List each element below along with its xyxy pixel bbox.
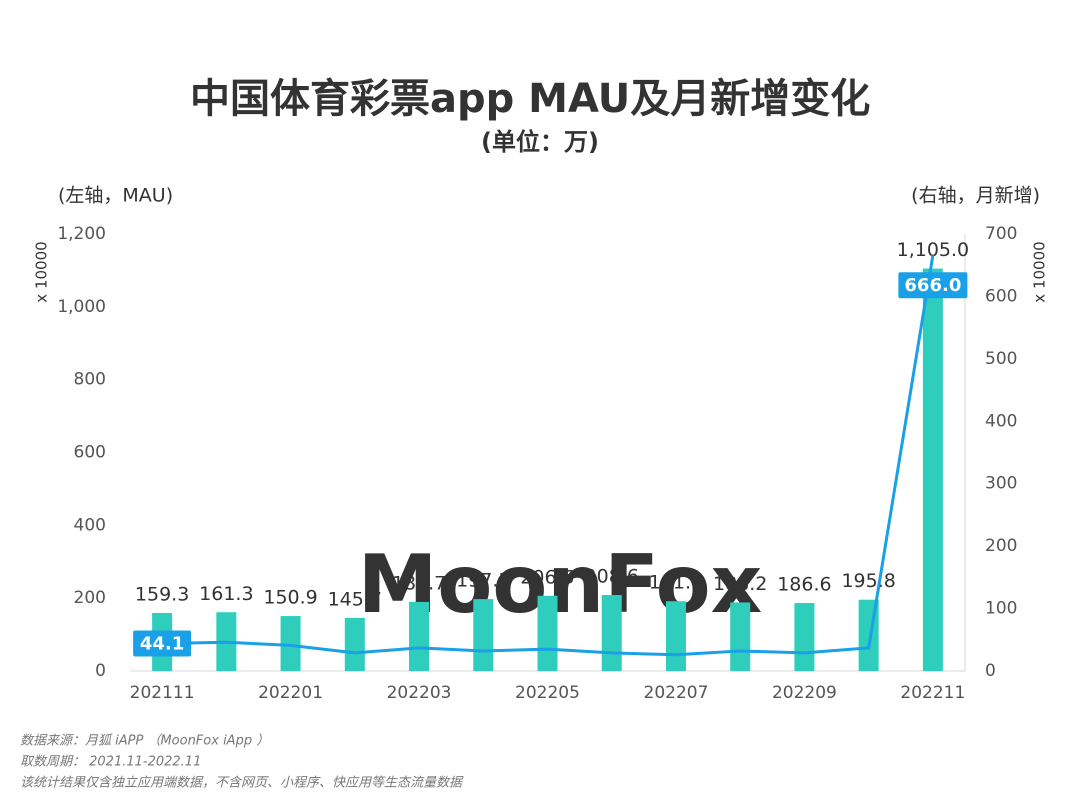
value-label: 195.8 bbox=[841, 570, 895, 592]
x-tick-label: 202201 bbox=[258, 683, 323, 703]
value-label: 161.3 bbox=[199, 583, 253, 605]
y2-tick-label: 400 bbox=[985, 411, 1017, 431]
value-label: 206.5 bbox=[520, 566, 574, 588]
bar bbox=[665, 601, 686, 671]
x-tick-label: 202111 bbox=[130, 683, 195, 703]
y-axis-label: (左轴，MAU) bbox=[58, 185, 173, 207]
x-tick-label: 202205 bbox=[515, 683, 580, 703]
y-tick-label: 800 bbox=[74, 370, 106, 390]
value-label-box bbox=[898, 272, 968, 299]
y-tick-label: 0 bbox=[95, 661, 106, 681]
bar bbox=[794, 603, 815, 671]
line bbox=[162, 254, 935, 657]
y-tick-label: 400 bbox=[74, 515, 106, 535]
x-tick-label: 202209 bbox=[772, 683, 837, 703]
y-tick-label: 1,200 bbox=[57, 224, 106, 244]
bar bbox=[409, 601, 430, 671]
y2-tick-label: 300 bbox=[985, 474, 1017, 494]
y2-tick-label: 600 bbox=[985, 286, 1017, 306]
x-tick-label: 202203 bbox=[387, 683, 452, 703]
y-tick-label: 200 bbox=[74, 588, 106, 608]
bar bbox=[344, 617, 365, 671]
y2-tick-label: 500 bbox=[985, 349, 1017, 369]
y2-tick-label: 0 bbox=[985, 661, 996, 681]
bar bbox=[537, 595, 558, 671]
bar bbox=[730, 602, 751, 671]
value-label: 208.6 bbox=[585, 566, 639, 588]
value-label: 188.2 bbox=[713, 573, 767, 595]
note: 取数周期： 2021.11-2022.11 bbox=[20, 755, 201, 770]
value-label: 44.1 bbox=[140, 633, 184, 654]
value-label: 145.7 bbox=[328, 588, 382, 610]
bar bbox=[922, 268, 943, 671]
chart-title: 中国体育彩票app MAU及月新增变化 bbox=[190, 76, 870, 122]
y-tick-label: 600 bbox=[74, 443, 106, 463]
note: 该统计结果仅含独立应用端数据，不含网页、小程序、快应用等生态流量数据 bbox=[20, 775, 464, 791]
y2-tick-label: 700 bbox=[985, 224, 1017, 244]
chart-subtitle: (单位：万) bbox=[481, 128, 599, 156]
y2-unit-label: x 10000 bbox=[1031, 241, 1049, 302]
y2-tick-label: 200 bbox=[985, 536, 1017, 556]
value-label-box bbox=[133, 630, 192, 657]
y-unit-label: x 10000 bbox=[33, 241, 51, 302]
value-label: 197.5 bbox=[456, 570, 510, 592]
y-tick-label: 1,000 bbox=[57, 297, 106, 317]
bar bbox=[473, 599, 494, 671]
value-label: 159.3 bbox=[135, 583, 189, 605]
value-label: 191.6 bbox=[649, 572, 703, 594]
value-label: 189.7 bbox=[392, 572, 446, 594]
bar bbox=[280, 616, 301, 671]
value-label: 150.9 bbox=[263, 587, 317, 609]
bar bbox=[601, 595, 622, 671]
x-tick-label: 202207 bbox=[644, 683, 709, 703]
value-label: 666.0 bbox=[904, 275, 961, 296]
y2-tick-label: 100 bbox=[985, 599, 1017, 619]
note: 数据来源：月狐 iAPP （MoonFox iApp ） bbox=[20, 733, 269, 749]
y2-axis-label: (右轴，月新增) bbox=[911, 185, 1040, 207]
value-label: 186.6 bbox=[777, 574, 831, 596]
value-label: 1,105.0 bbox=[897, 239, 970, 261]
x-tick-label: 202211 bbox=[900, 683, 965, 703]
